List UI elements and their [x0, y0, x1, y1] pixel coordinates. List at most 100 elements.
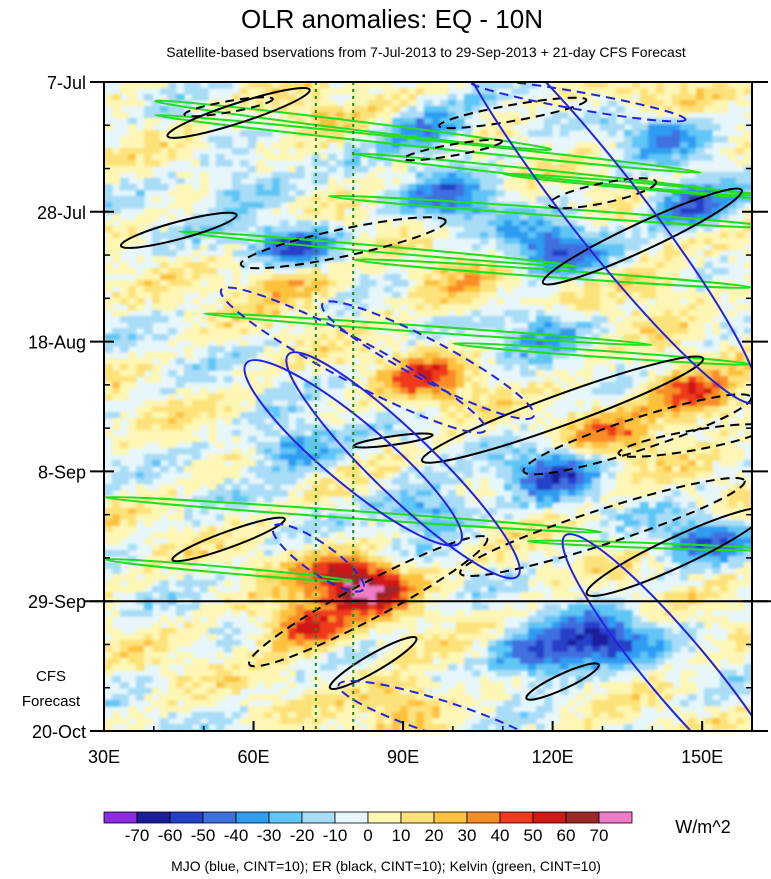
heatmap-cell — [544, 154, 553, 161]
heatmap-cell — [552, 82, 561, 89]
heatmap-cell — [400, 310, 409, 317]
heatmap-cell — [128, 124, 137, 131]
heatmap-cell — [552, 436, 561, 443]
heatmap-cell — [544, 460, 553, 467]
heatmap-cell — [320, 202, 329, 209]
heatmap-cell — [296, 136, 305, 143]
heatmap-cell — [360, 370, 369, 377]
heatmap-cell — [432, 130, 441, 137]
heatmap-cell — [480, 538, 489, 545]
heatmap-cell — [536, 250, 545, 257]
heatmap-cell — [416, 388, 425, 395]
heatmap-cell — [680, 484, 689, 491]
heatmap-cell — [368, 142, 377, 149]
heatmap-cell — [720, 532, 729, 539]
heatmap-cell — [728, 136, 737, 143]
heatmap-cell — [408, 100, 417, 107]
heatmap-cell — [608, 508, 617, 515]
heatmap-cell — [552, 514, 561, 521]
heatmap-cell — [128, 202, 137, 209]
heatmap-cell — [680, 112, 689, 119]
heatmap-cell — [480, 490, 489, 497]
heatmap-cell — [320, 82, 329, 89]
heatmap-cell — [608, 382, 617, 389]
heatmap-cell — [680, 148, 689, 155]
heatmap-cell — [360, 196, 369, 203]
heatmap-cell — [736, 352, 745, 359]
heatmap-cell — [120, 478, 129, 485]
heatmap-cell — [552, 382, 561, 389]
heatmap-cell — [320, 142, 329, 149]
heatmap-cell — [424, 310, 433, 317]
heatmap-cell — [176, 508, 185, 515]
heatmap-cell — [576, 400, 585, 407]
heatmap-cell — [712, 172, 721, 179]
heatmap-cell — [712, 580, 721, 587]
heatmap-cell — [512, 166, 521, 173]
heatmap-cell — [392, 382, 401, 389]
heatmap-cell — [184, 508, 193, 515]
heatmap-cell — [504, 184, 513, 191]
heatmap-cell — [240, 532, 249, 539]
heatmap-cell — [616, 406, 625, 413]
heatmap-cell — [320, 586, 329, 593]
heatmap-cell — [472, 370, 481, 377]
heatmap-cell — [288, 82, 297, 89]
heatmap-cell — [592, 88, 601, 95]
heatmap-cell — [136, 82, 145, 89]
heatmap-cell — [256, 82, 265, 89]
heatmap-cell — [448, 346, 457, 353]
heatmap-cell — [320, 562, 329, 569]
heatmap-cell — [440, 232, 449, 239]
heatmap-cell — [520, 478, 529, 485]
heatmap-cell — [680, 304, 689, 311]
heatmap-cell — [184, 586, 193, 593]
heatmap-cell — [336, 274, 345, 281]
heatmap-cell — [728, 412, 737, 419]
heatmap-cell — [352, 214, 361, 221]
heatmap-cell — [320, 256, 329, 263]
heatmap-cell — [288, 262, 297, 269]
heatmap-cell — [184, 124, 193, 131]
heatmap-cell — [616, 190, 625, 197]
heatmap-cell — [464, 292, 473, 299]
heatmap-cell — [672, 454, 681, 461]
heatmap-cell — [528, 370, 537, 377]
heatmap-cell — [272, 556, 281, 563]
heatmap-cell — [440, 268, 449, 275]
heatmap-cell — [344, 430, 353, 437]
heatmap-cell — [624, 442, 633, 449]
heatmap-cell — [416, 568, 425, 575]
heatmap-cell — [200, 142, 209, 149]
heatmap-cell — [648, 316, 657, 323]
heatmap-cell — [256, 322, 265, 329]
heatmap-cell — [216, 136, 225, 143]
heatmap-cell — [320, 160, 329, 167]
heatmap-cell — [672, 124, 681, 131]
heatmap-cell — [544, 568, 553, 575]
heatmap-cell — [656, 142, 665, 149]
heatmap-cell — [288, 526, 297, 533]
heatmap-cell — [328, 232, 337, 239]
heatmap-cell — [192, 268, 201, 275]
heatmap-cell — [432, 232, 441, 239]
heatmap-cell — [648, 220, 657, 227]
heatmap-cell — [656, 160, 665, 167]
heatmap-cell — [544, 346, 553, 353]
heatmap-cell — [656, 286, 665, 293]
heatmap-cell — [744, 412, 752, 419]
heatmap-cell — [256, 166, 265, 173]
heatmap-cell — [600, 580, 609, 587]
heatmap-cell — [384, 574, 393, 581]
heatmap-cell — [584, 568, 593, 575]
heatmap-cell — [168, 568, 177, 575]
heatmap-cell — [336, 238, 345, 245]
heatmap-cell — [688, 88, 697, 95]
heatmap-cell — [600, 442, 609, 449]
heatmap-cell — [656, 226, 665, 233]
heatmap-cell — [552, 208, 561, 215]
heatmap-cell — [704, 94, 713, 101]
heatmap-cell — [120, 328, 129, 335]
heatmap-cell — [624, 316, 633, 323]
heatmap-cell — [104, 268, 113, 275]
